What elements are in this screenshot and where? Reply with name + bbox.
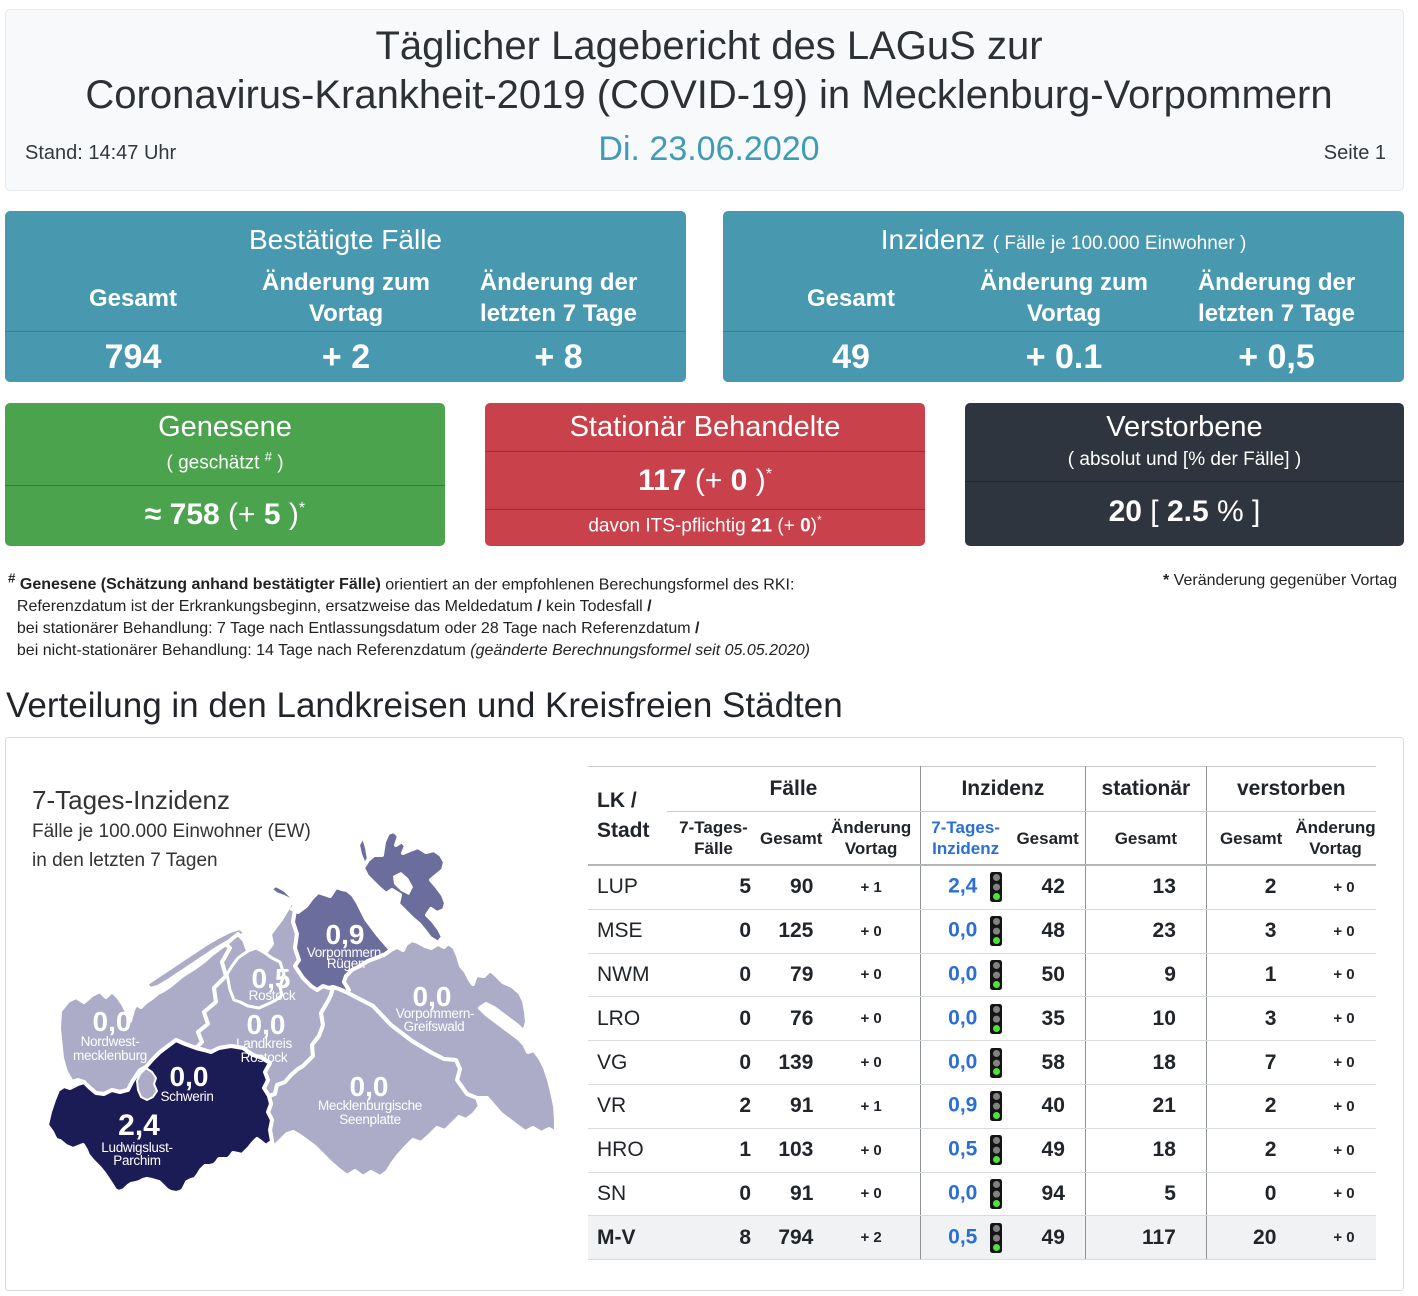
- svg-text:2,4: 2,4: [118, 1109, 160, 1142]
- svg-text:0,0: 0,0: [350, 1071, 389, 1102]
- svg-text:0,0: 0,0: [93, 1006, 132, 1037]
- svg-text:Rostock: Rostock: [241, 1050, 288, 1065]
- svg-text:0,0: 0,0: [413, 981, 452, 1012]
- svg-text:Ludwigslust-: Ludwigslust-: [101, 1140, 172, 1155]
- svg-text:Parchim: Parchim: [113, 1153, 160, 1168]
- svg-text:0,0: 0,0: [170, 1061, 209, 1092]
- svg-text:Rügen: Rügen: [327, 956, 365, 971]
- svg-text:Seenplatte: Seenplatte: [339, 1112, 401, 1127]
- svg-text:Vorpommern-: Vorpommern-: [396, 1006, 474, 1021]
- svg-text:Vorpommern-: Vorpommern-: [307, 945, 385, 960]
- svg-text:0,9: 0,9: [326, 919, 365, 950]
- svg-text:0,0: 0,0: [247, 1009, 286, 1040]
- svg-text:mecklenburg: mecklenburg: [73, 1048, 147, 1063]
- svg-text:Landkreis: Landkreis: [236, 1036, 292, 1051]
- svg-text:Greifswald: Greifswald: [404, 1019, 465, 1034]
- svg-text:Nordwest-: Nordwest-: [81, 1034, 140, 1049]
- svg-text:Rostock: Rostock: [249, 988, 296, 1003]
- svg-text:0,5: 0,5: [252, 963, 291, 994]
- svg-text:Mecklenburgische: Mecklenburgische: [318, 1098, 422, 1113]
- svg-text:Schwerin: Schwerin: [160, 1089, 213, 1104]
